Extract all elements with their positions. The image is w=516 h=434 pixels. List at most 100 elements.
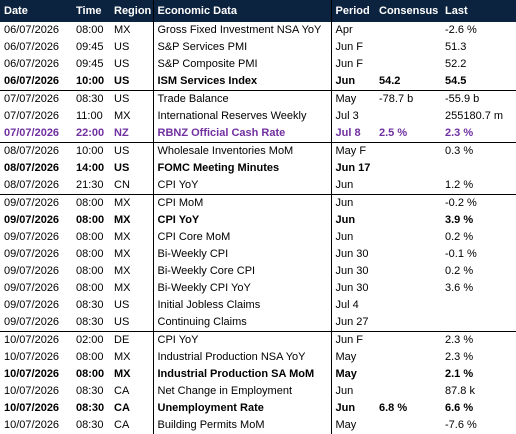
data-row: 10/07/2026 08:30 CA Building Permits MoM May…	[0, 417, 516, 434]
event-cell: Gross Fixed Investment NSA YoY	[152, 22, 331, 39]
data-row: 09/07/2026 08:00 MX Bi-Weekly Core CPI Jun 3…	[0, 263, 516, 280]
data-row: 10/07/2026 08:30 CA Unemployment Rate Jun 6.8…	[0, 400, 516, 417]
last-cell: -7.6 %	[445, 419, 477, 431]
data-row: 08/07/2026 14:00 US FOMC Meeting Minutes Jun…	[0, 160, 516, 177]
period-cell: Jun F	[330, 331, 375, 349]
data-row: 09/07/2026 08:30 US Continuing Claims Jun 27	[0, 314, 516, 332]
data-row: 10/07/2026 08:30 CA Net Change in Employmen…	[0, 383, 516, 400]
data-row: 09/07/2026 08:00 MX Bi-Weekly CPI YoY Jun 30…	[0, 280, 516, 297]
consensus-cell	[375, 246, 441, 263]
region-cell: MX	[114, 265, 131, 277]
period-cell: Apr	[330, 22, 375, 39]
data-row: 08/07/2026 21:30 CN CPI YoY Jun 1.2 %	[0, 177, 516, 195]
region-cell: US	[114, 75, 130, 87]
consensus-cell: 2.5 %	[379, 127, 408, 139]
event-cell: Trade Balance	[152, 90, 331, 108]
data-row: 06/07/2026 08:00 MX Gross Fixed Investment …	[0, 22, 516, 39]
period-cell: Jun 30	[330, 263, 375, 280]
last-cell: 54.5	[445, 75, 467, 87]
event-cell: CPI YoY	[152, 212, 331, 229]
consensus-cell	[375, 160, 441, 177]
last-cell: 51.3	[445, 41, 467, 53]
date-cell: 06/07/2026	[4, 41, 60, 53]
column-header: Economic Data	[152, 0, 331, 22]
column-header: Time	[72, 0, 110, 22]
date-cell: 07/07/2026	[4, 110, 60, 122]
event-cell: ISM Services Index	[152, 73, 331, 91]
event-cell: CPI Core MoM	[152, 229, 331, 246]
last-cell: 1.2 %	[445, 179, 474, 191]
data-row: 07/07/2026 11:00 MX International Reserves …	[0, 108, 516, 125]
table-body: 06/07/2026 08:00 MX Gross Fixed Investment …	[0, 22, 516, 434]
region-cell: CA	[114, 419, 130, 431]
time-cell: 22:00	[76, 127, 105, 139]
data-row: 09/07/2026 08:00 MX CPI Core MoM Jun 0.2 %	[0, 229, 516, 246]
date-cell: 09/07/2026	[4, 248, 60, 260]
region-cell: DE	[110, 331, 153, 349]
period-cell: Jun	[330, 212, 375, 229]
consensus-cell	[375, 229, 441, 246]
time-cell: 02:00	[72, 331, 110, 349]
date-cell: 06/07/2026	[4, 75, 60, 87]
consensus-cell	[375, 366, 441, 383]
date-cell: 09/07/2026	[0, 194, 72, 212]
consensus-cell	[375, 297, 441, 314]
date-cell: 07/07/2026	[4, 127, 60, 139]
event-cell: International Reserves Weekly	[152, 108, 331, 125]
data-row: 10/07/2026 08:00 MX Industrial Production S…	[0, 366, 516, 383]
event-cell: Continuing Claims	[152, 314, 331, 332]
last-cell: 2.1 %	[445, 368, 474, 380]
event-cell: Initial Jobless Claims	[152, 297, 331, 314]
date-cell: 10/07/2026	[4, 402, 60, 414]
consensus-cell: 6.8 %	[379, 402, 408, 414]
time-cell: 08:00	[76, 351, 104, 363]
region-cell: MX	[114, 282, 131, 294]
period-cell: Jun	[330, 383, 375, 400]
consensus-cell	[375, 212, 441, 229]
time-cell: 08:30	[76, 299, 104, 311]
period-cell: Jul 8	[330, 125, 375, 143]
last-cell	[441, 314, 516, 332]
last-cell: 0.3 %	[441, 142, 516, 160]
region-cell: MX	[114, 231, 131, 243]
period-cell: Jun 27	[330, 314, 375, 332]
event-cell: S&P Services PMI	[152, 39, 331, 56]
event-cell: Industrial Production NSA YoY	[152, 349, 331, 366]
time-cell: 09:45	[76, 41, 104, 53]
consensus-cell	[375, 108, 441, 125]
last-cell: 3.6 %	[445, 282, 474, 294]
event-cell: Bi-Weekly CPI	[152, 246, 331, 263]
column-header: Last	[441, 0, 516, 22]
date-cell: 09/07/2026	[4, 214, 60, 226]
time-cell: 08:00	[76, 231, 104, 243]
date-cell: 09/07/2026	[4, 282, 60, 294]
region-cell: MX	[114, 351, 131, 363]
time-cell: 08:30	[76, 402, 105, 414]
period-cell: May F	[330, 142, 375, 160]
last-cell: -55.9 b	[441, 90, 516, 108]
region-cell: MX	[114, 368, 131, 380]
region-cell: MX	[110, 194, 153, 212]
consensus-cell	[375, 142, 441, 160]
data-row: 09/07/2026 08:00 MX CPI YoY Jun 3.9 %	[0, 212, 516, 229]
consensus-cell	[375, 280, 441, 297]
event-cell: Bi-Weekly CPI YoY	[152, 280, 331, 297]
period-cell: Jun	[330, 177, 375, 195]
column-header: Period	[330, 0, 375, 22]
event-cell: Unemployment Rate	[152, 400, 331, 417]
last-cell: 2.3 %	[445, 351, 474, 363]
period-cell: Jun F	[330, 39, 375, 56]
last-cell: -0.2 %	[441, 194, 516, 212]
event-cell: Bi-Weekly Core CPI	[152, 263, 331, 280]
data-row: 06/07/2026 09:45 US S&P Composite PMI Jun F 5…	[0, 56, 516, 73]
data-row: 09/07/2026 08:00 MX Bi-Weekly CPI Jun 30 -0.1…	[0, 246, 516, 263]
time-cell: 09:45	[76, 58, 104, 70]
last-cell: 2.3 %	[445, 127, 474, 139]
date-cell: 10/07/2026	[4, 385, 60, 397]
time-cell: 10:00	[72, 142, 110, 160]
data-row: 08/07/2026 10:00 US Wholesale Inventories M…	[0, 142, 516, 160]
column-header: Region	[110, 0, 153, 22]
last-cell: 52.2	[445, 58, 467, 70]
date-cell: 10/07/2026	[4, 368, 60, 380]
